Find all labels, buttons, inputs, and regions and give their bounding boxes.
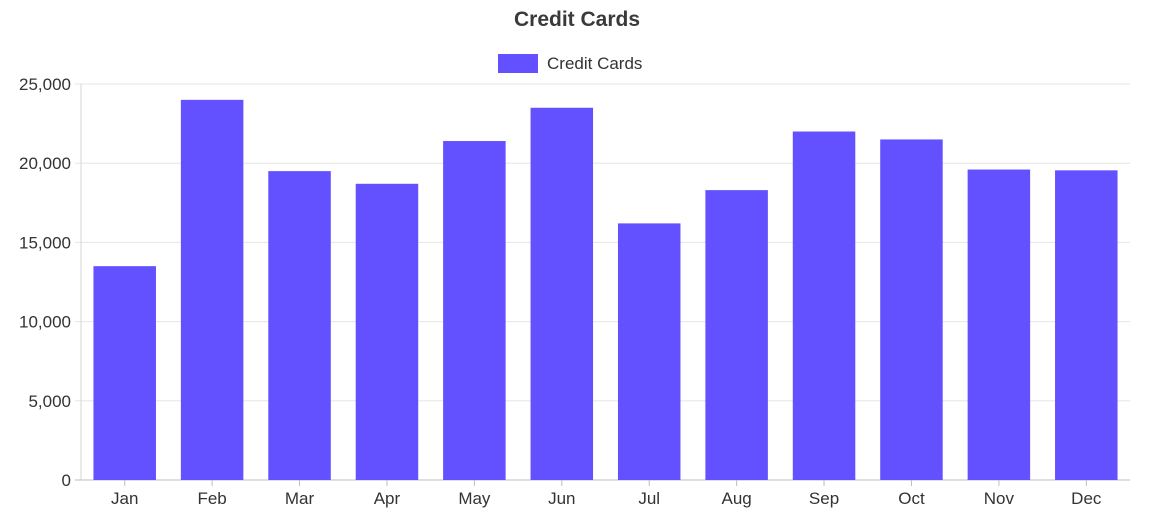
x-tick-label: Oct (898, 489, 925, 508)
y-tick-label: 0 (62, 471, 71, 490)
chart-title: Credit Cards (514, 8, 640, 31)
x-tick-label: Nov (984, 489, 1015, 508)
y-axis-tick-labels: 0 5,000 10,000 15,000 20,000 25,000 (19, 75, 71, 490)
x-tick-label: Jan (111, 489, 138, 508)
bar-nov[interactable] (967, 169, 1031, 480)
x-tick-label: Feb (197, 489, 226, 508)
axes (75, 84, 1130, 486)
y-tick-label: 25,000 (19, 75, 71, 94)
y-tick-label: 15,000 (19, 233, 71, 252)
x-tick-label: Apr (374, 489, 401, 508)
bar-apr[interactable] (355, 183, 419, 481)
y-tick-label: 10,000 (19, 313, 71, 332)
bar-dec[interactable] (1055, 170, 1118, 480)
bar-aug[interactable] (705, 190, 768, 481)
bar-may[interactable] (443, 141, 506, 481)
bar-feb[interactable] (180, 99, 244, 480)
bar-jan[interactable] (93, 266, 156, 480)
legend[interactable]: Credit Cards (498, 54, 642, 73)
bar-sep[interactable] (792, 131, 856, 480)
x-tick-label: Jun (548, 489, 575, 508)
bar-mar[interactable] (268, 171, 331, 480)
x-tick-label: Sep (809, 489, 839, 508)
x-tick-label: May (458, 489, 491, 508)
x-tick-label: Mar (285, 489, 315, 508)
y-tick-label: 20,000 (19, 154, 71, 173)
bars (93, 99, 1118, 481)
x-tick-label: Dec (1071, 489, 1102, 508)
bar-oct[interactable] (880, 139, 943, 480)
legend-label[interactable]: Credit Cards (547, 54, 642, 73)
legend-swatch[interactable] (498, 54, 538, 73)
bar-jul[interactable] (617, 223, 681, 480)
x-axis-tick-labels: Jan Feb Mar Apr May Jun Jul Aug Sep Oct Nov Dec (111, 489, 1102, 508)
x-tick-label: Aug (722, 489, 752, 508)
x-tick-label: Jul (638, 489, 660, 508)
bar-jun[interactable] (530, 107, 594, 480)
y-tick-label: 5,000 (28, 392, 71, 411)
